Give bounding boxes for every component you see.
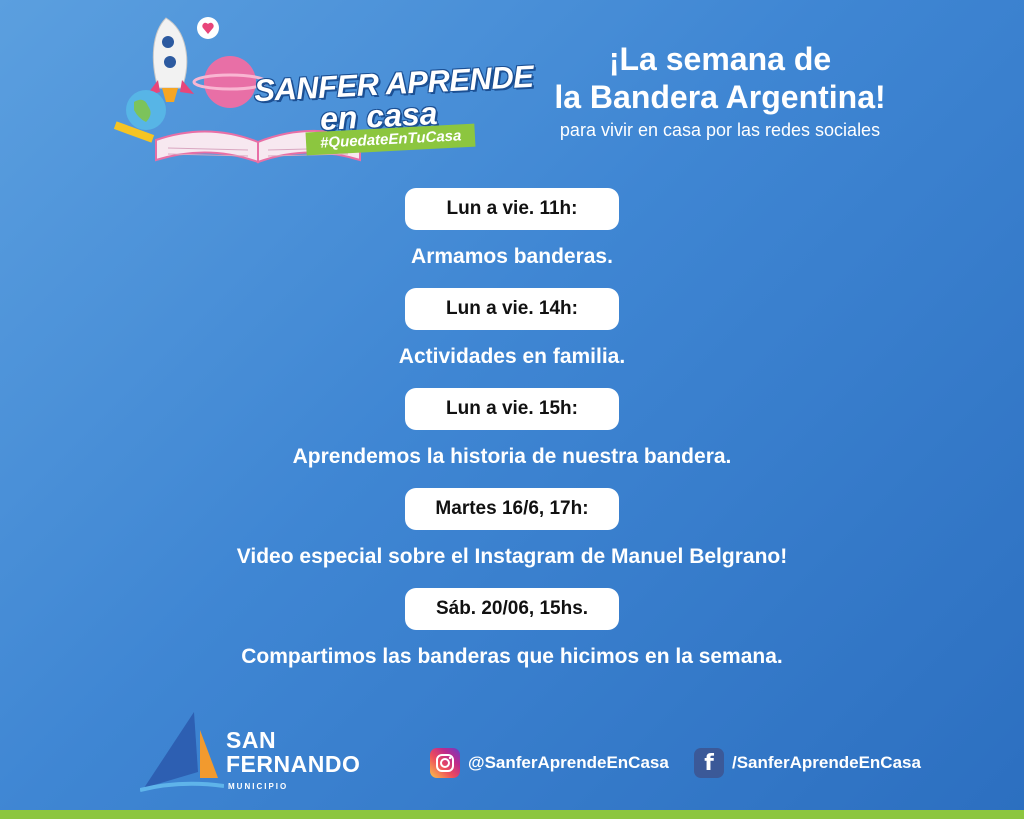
schedule-time-pill: Martes 16/6, 17h: (405, 488, 619, 530)
schedule-list: Lun a vie. 11h: Armamos banderas. Lun a … (0, 188, 1024, 688)
facebook-icon: f (694, 748, 724, 778)
schedule-activity: Video especial sobre el Instagram de Man… (236, 545, 788, 568)
sailboat-icon (140, 712, 224, 792)
globe-icon (126, 90, 166, 130)
brand-name: SAN FERNANDO (226, 728, 360, 776)
facebook-link[interactable]: f /SanferAprendeEnCasa (694, 746, 921, 780)
header-subtitle: para vivir en casa por las redes sociale… (559, 120, 881, 140)
pencil-icon (113, 121, 155, 143)
brand-name-line1: SAN (226, 727, 277, 753)
schedule-item: Lun a vie. 15h: Aprendemos la historia d… (0, 388, 1024, 478)
schedule-item: Martes 16/6, 17h: Video especial sobre e… (0, 488, 1024, 578)
brand-subtitle: MUNICIPIO (228, 782, 289, 791)
schedule-time-pill: Sáb. 20/06, 15hs. (405, 588, 619, 630)
instagram-icon (430, 748, 460, 778)
schedule-time-pill: Lun a vie. 15h: (405, 388, 619, 430)
schedule-activity: Armamos banderas. (411, 245, 613, 268)
schedule-activity: Actividades en familia. (398, 345, 626, 368)
planet-icon (192, 56, 268, 108)
page-header: ¡La semana de la Bandera Argentina! para… (520, 40, 920, 141)
rocket-icon (146, 17, 194, 102)
header-title-line1: ¡La semana de (608, 41, 832, 77)
bottom-accent-strip (0, 810, 1024, 819)
san-fernando-logo: SAN FERNANDO MUNICIPIO (140, 712, 370, 792)
schedule-time-pill: Lun a vie. 11h: (405, 188, 619, 230)
schedule-time-pill: Lun a vie. 14h: (405, 288, 619, 330)
heart-bubble-icon (197, 17, 219, 39)
sanfer-aprende-logo: SANFER APRENDE en casa #QuedateEnTuCasa (108, 10, 534, 175)
schedule-item: Lun a vie. 14h: Actividades en familia. (0, 288, 1024, 378)
instagram-handle[interactable]: @SanferAprendeEnCasa (468, 753, 669, 772)
schedule-activity: Aprendemos la historia de nuestra bander… (292, 445, 732, 468)
schedule-item: Sáb. 20/06, 15hs. Compartimos las bander… (0, 588, 1024, 678)
brand-name-line2: FERNANDO (226, 751, 361, 777)
schedule-item: Lun a vie. 11h: Armamos banderas. (0, 188, 1024, 278)
schedule-activity: Compartimos las banderas que hicimos en … (241, 645, 783, 668)
instagram-link[interactable]: @SanferAprendeEnCasa (430, 746, 669, 780)
facebook-handle[interactable]: /SanferAprendeEnCasa (732, 753, 921, 772)
header-title-line2: la Bandera Argentina! (554, 79, 886, 115)
